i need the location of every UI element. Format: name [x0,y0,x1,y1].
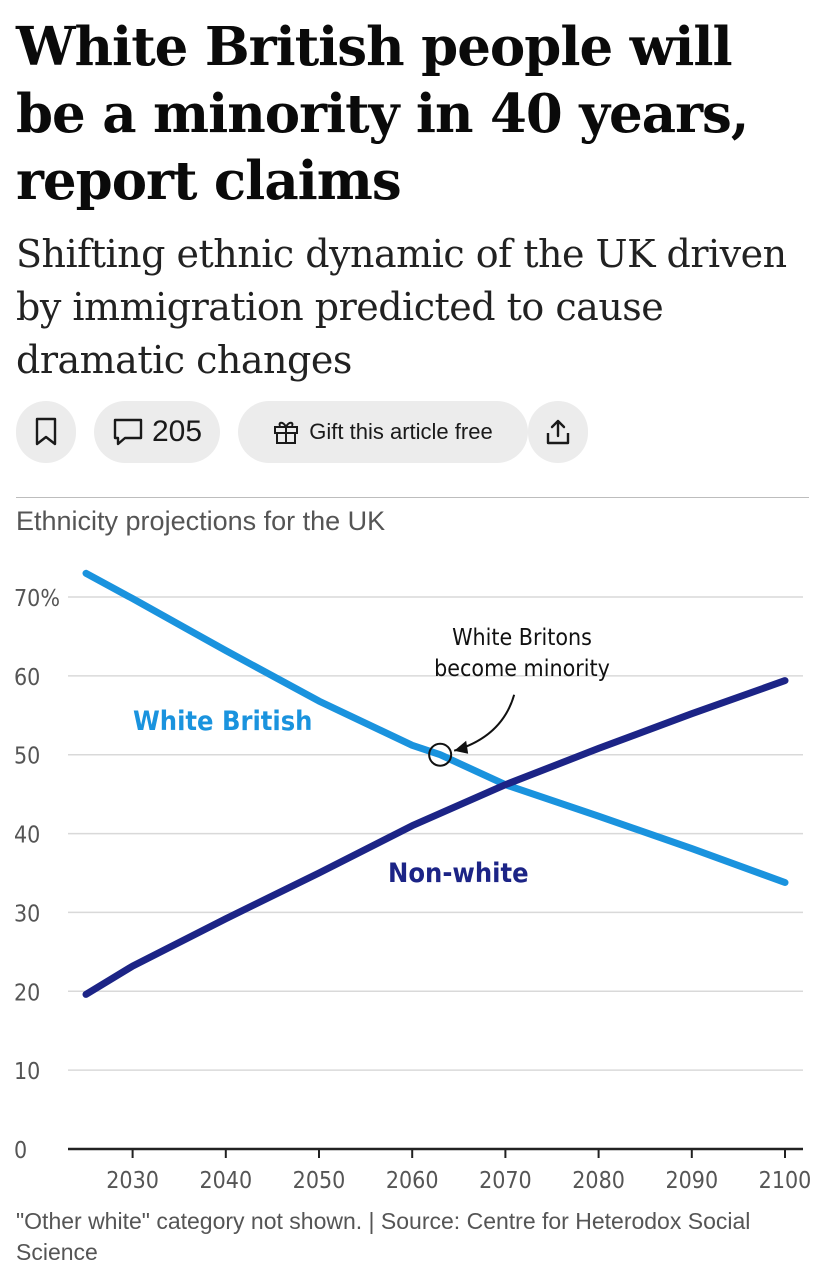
x-tick-label-2040: 2040 [199,1168,252,1194]
chart-title: Ethnicity projections for the UK [16,506,386,536]
gift-icon [273,419,299,445]
y-tick-label-10: 10 [14,1059,40,1085]
minority-marker-circle [428,742,453,767]
x-tick-label-2050: 2050 [293,1168,346,1194]
y-tick-label-30: 30 [14,901,40,927]
share-button[interactable] [528,401,588,463]
headline: White British people will be a minority … [16,16,749,212]
y-tick-label-60: 60 [14,665,40,691]
comment-count: 205 [151,415,203,448]
series-label-white-british: White British [133,706,312,737]
annotation-text-line2: become minority [434,656,610,682]
standfirst: Shifting ethnic dynamic of the UK driven… [16,232,787,382]
y-tick-label-50: 50 [14,744,40,770]
series-line-non-white [82,677,789,998]
series-line-white-british [82,569,789,886]
chart-footnote: "Other white" category not shown. | Sour… [16,1208,751,1265]
section-divider [16,497,809,498]
bookmark-icon [34,417,58,447]
annotation-text-line1: White Britons [452,625,592,651]
x-tick-label-2070: 2070 [479,1168,532,1194]
comment-bubble-icon [112,417,144,447]
x-tick-label-2030: 2030 [106,1168,159,1194]
x-tick-label-2080: 2080 [572,1168,625,1194]
bookmark-button[interactable] [16,401,76,463]
x-tick-label-2100: 2100 [759,1168,812,1194]
y-tick-label-0: 0 [14,1138,27,1164]
comments-button[interactable]: 205 [94,401,220,463]
x-tick-label-2090: 2090 [665,1168,718,1194]
annotation-arrow [453,694,516,752]
gift-article-label: Gift this article free [309,419,493,444]
y-tick-label-20: 20 [14,980,40,1006]
gift-article-button[interactable]: Gift this article free [238,401,528,463]
share-icon [545,418,571,446]
series-label-non-white: Non-white [388,858,529,889]
annotation-arrowhead [454,740,469,754]
y-tick-label-70: 70% [14,586,60,612]
article-actions: 205 Gift this article free [16,401,816,463]
x-tick-label-2060: 2060 [386,1168,439,1194]
y-tick-label-40: 40 [14,823,40,849]
